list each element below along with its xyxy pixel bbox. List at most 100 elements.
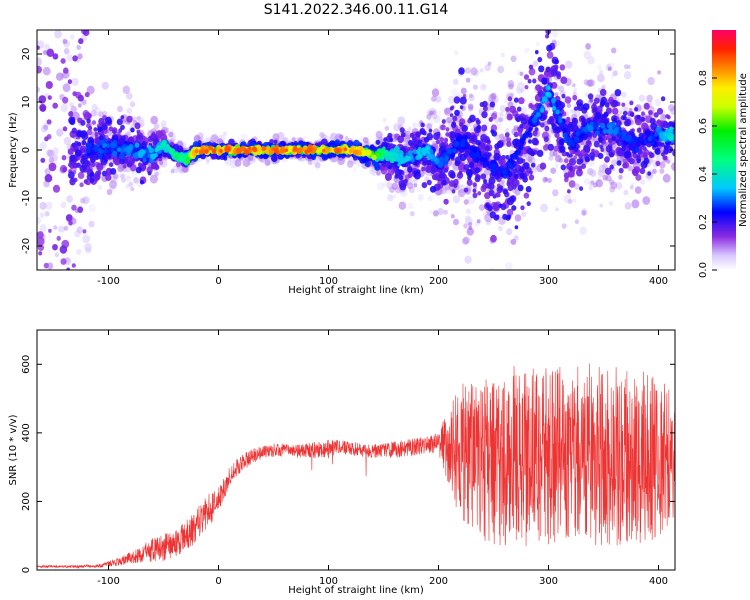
spectrogram-cell	[660, 114, 667, 121]
spectrogram-cell	[458, 67, 465, 75]
spectrogram-cell	[70, 105, 77, 114]
spectrogram-cell	[498, 111, 504, 117]
spectrogram-cell	[509, 165, 514, 170]
spectrogram-cell	[629, 158, 635, 165]
spectrogram-cell	[425, 165, 433, 174]
spectrogram-cell	[515, 116, 521, 123]
spectrogram-cell	[530, 151, 536, 157]
spectrogram-cell	[491, 130, 498, 137]
spectrogram-cell	[546, 44, 553, 52]
spectrogram-cell	[604, 167, 612, 175]
spectrogram-cell	[573, 87, 578, 92]
spectrogram-cell	[120, 149, 124, 154]
spectrogram-cell	[37, 57, 42, 67]
spectrogram-cell	[62, 126, 68, 132]
spectrogram-cell	[602, 174, 608, 181]
spectrogram-cell	[514, 214, 522, 222]
spectrogram-cell	[443, 198, 449, 205]
spectrogram-cell	[83, 179, 88, 185]
spectrogram-cell	[632, 169, 639, 177]
spectrogram-cell	[346, 160, 354, 168]
spectrogram-cell	[566, 123, 574, 132]
spectrogram-cell	[65, 214, 73, 222]
spectrogram-cell	[240, 133, 248, 142]
spectrogram-cell	[352, 139, 360, 148]
spectrogram-cell	[574, 219, 580, 225]
spectrogram-cell	[61, 155, 67, 161]
spectrogram-cell	[672, 122, 675, 128]
spectrogram-cell	[453, 50, 459, 56]
spectrogram-cell	[387, 132, 393, 139]
spectrogram-cell	[498, 117, 503, 123]
spectrogram-cell	[463, 199, 469, 205]
spectrogram-cell	[89, 177, 95, 183]
spectrogram-cell	[539, 162, 547, 170]
spectrogram-cell	[444, 107, 451, 115]
spectrogram-cell	[77, 103, 82, 108]
spectrogram-cell	[524, 47, 530, 53]
spectrogram-cell	[472, 192, 478, 199]
spectrogram-cell	[320, 138, 328, 147]
spectrogram-cell	[513, 173, 519, 179]
spectrogram-cell	[59, 245, 68, 254]
spectrogram-cell	[399, 182, 407, 191]
spectrogram-cell	[518, 145, 524, 151]
spectrogram-cell	[587, 56, 595, 65]
spectrogram-cell	[488, 117, 493, 122]
spectrogram-cell	[618, 110, 623, 115]
spectrogram-cell	[435, 96, 442, 103]
spectrogram-cell	[96, 163, 104, 171]
spectrogram-cell	[387, 194, 394, 202]
spectrogram-cell	[37, 65, 42, 74]
spectrogram-cell	[407, 172, 413, 178]
spectrogram-cell	[643, 157, 650, 165]
spectrogram-cell	[562, 128, 568, 134]
spectrogram-cell	[83, 30, 90, 36]
spectrogram-cell	[455, 128, 461, 135]
spectrogram-cell	[639, 167, 646, 175]
spectrogram-cell	[69, 118, 76, 126]
spectrogram-cell	[71, 142, 76, 147]
spectrogram-cell	[546, 51, 554, 59]
spectrogram-cell	[640, 179, 646, 185]
spectrogram-cell	[558, 138, 565, 145]
spectrogram-cell	[578, 153, 583, 159]
spectrogram-cell	[586, 79, 593, 87]
spectrogram-cell	[558, 115, 562, 120]
spectrogram-cell	[503, 189, 508, 194]
spectrogram-cell	[134, 122, 141, 130]
spectrogram-cell	[60, 103, 68, 113]
spectrogram-cell	[46, 48, 55, 57]
spectrogram-cell	[581, 210, 587, 216]
spectrogram-cell	[647, 76, 655, 86]
spectrogram-cell	[465, 77, 471, 83]
spectrogram-cell	[47, 149, 55, 158]
spectrogram-cell	[589, 121, 594, 126]
spectrogram-cell	[663, 149, 669, 155]
spectrogram-cell	[672, 150, 675, 157]
spectrogram-cell	[504, 132, 510, 138]
spectrogram-cell	[112, 129, 117, 134]
spectrogram-cell	[599, 144, 604, 149]
spectrogram-cell	[611, 47, 617, 54]
spectrogram-cell	[630, 112, 635, 118]
spectrogram-cell	[397, 135, 404, 144]
spectrogram-cell	[597, 136, 603, 142]
spectrogram-cell	[516, 106, 522, 112]
spectrogram-cell	[535, 50, 539, 55]
spectrogram-cell	[652, 168, 657, 174]
spectrogram-cell	[39, 212, 45, 218]
spectrogram-cell	[45, 201, 53, 210]
spectrogram-cell	[113, 173, 119, 180]
spectrogram-cell	[564, 96, 572, 104]
spectrogram-cell	[121, 177, 126, 183]
spectrogram-cell	[671, 162, 675, 172]
spectrogram-cell	[475, 139, 481, 146]
spectrogram-cell	[101, 123, 108, 131]
spectrogram-cell	[97, 184, 103, 191]
spectrogram-cell	[552, 189, 559, 197]
spectrogram-cell	[560, 164, 566, 171]
spectrogram-cell	[499, 105, 507, 113]
spectrogram-cell	[62, 96, 69, 104]
spectrogram-cell	[510, 55, 517, 63]
